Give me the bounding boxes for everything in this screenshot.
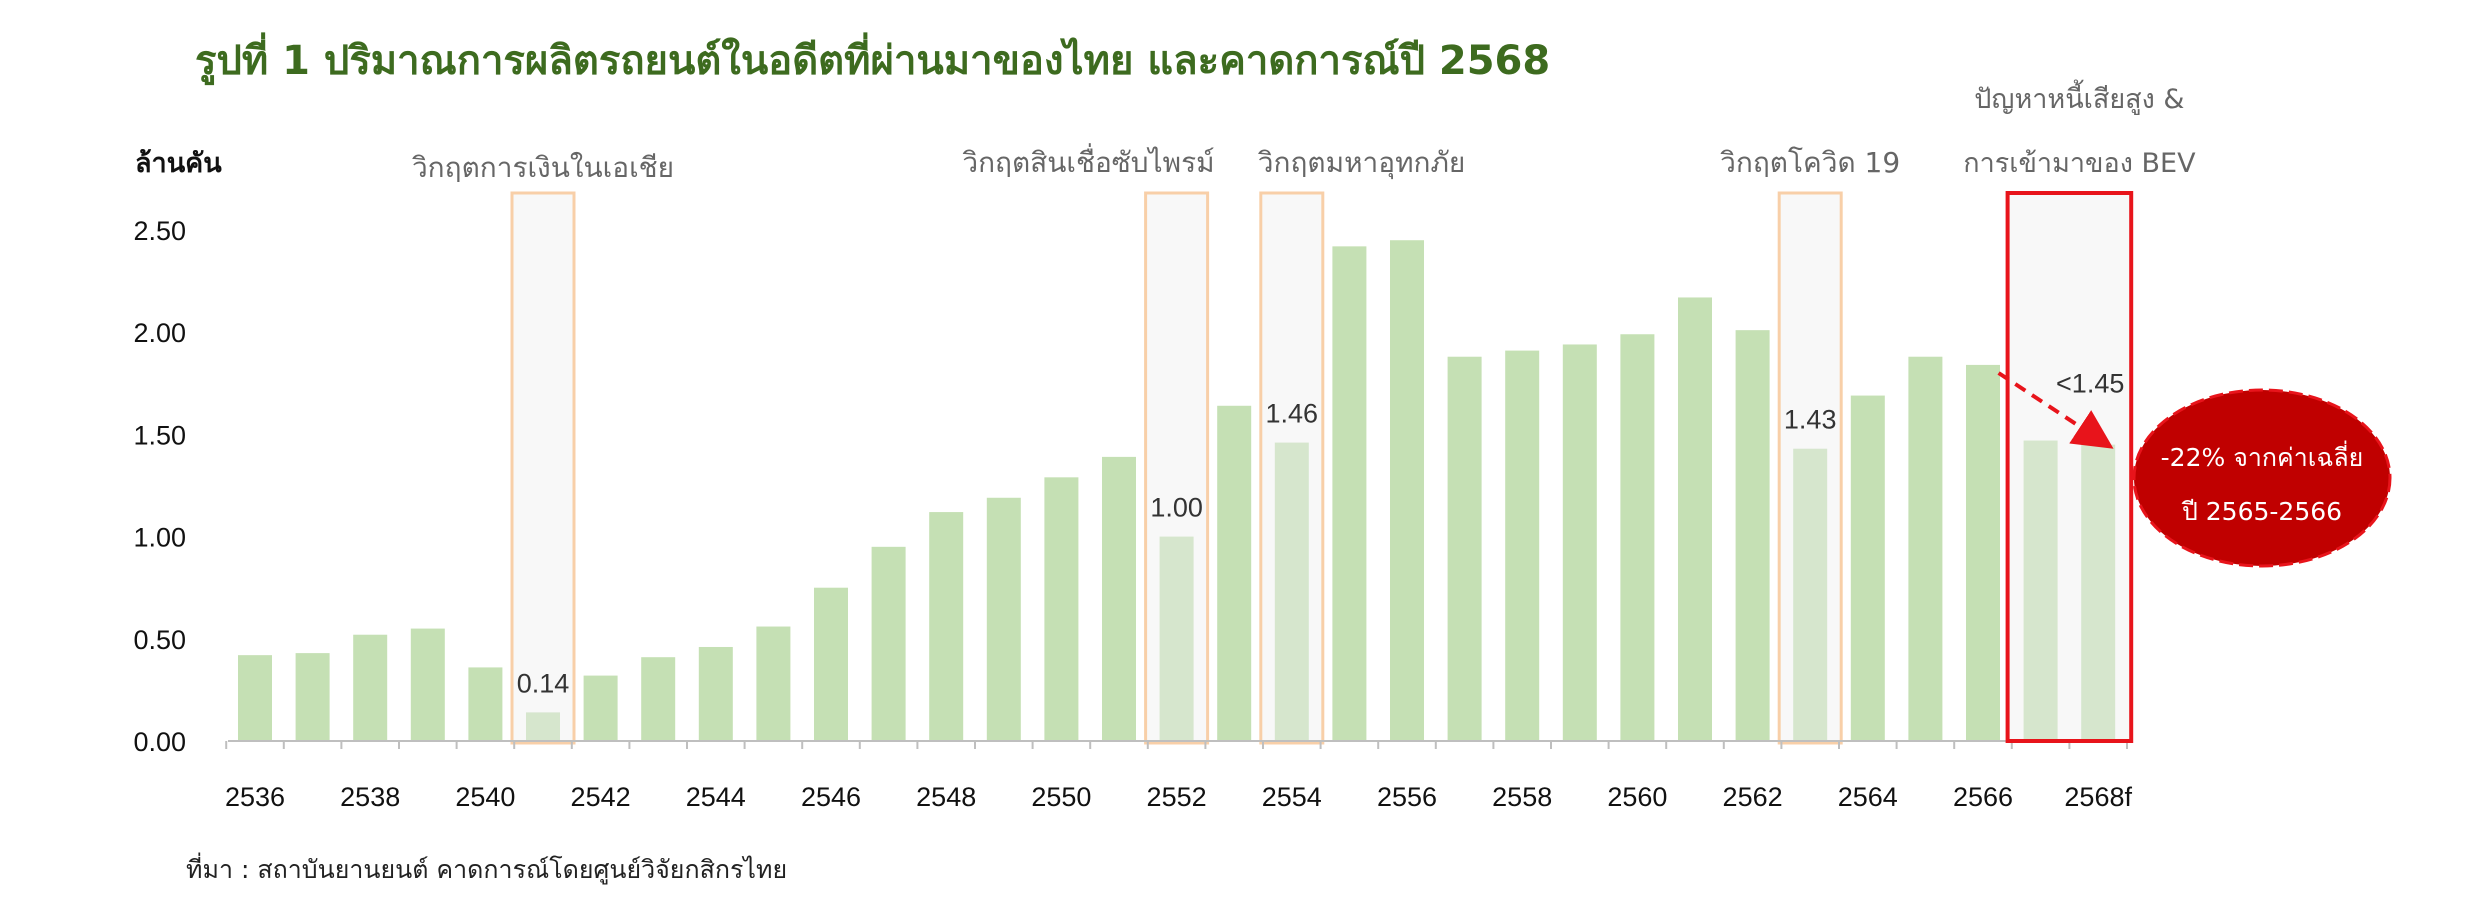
bar-2565	[1908, 356, 1943, 741]
bar-2563	[1793, 448, 1828, 741]
x-tick-label: 2554	[1262, 782, 1322, 812]
bar-2561	[1678, 297, 1712, 741]
source-note: ที่มา : สถาบันยานยนต์ คาดการณ์โดยศูนย์วิ…	[186, 852, 787, 885]
bar-2545	[756, 626, 791, 741]
y-tick-label: 2.00	[133, 318, 186, 348]
bar-2554	[1274, 442, 1309, 741]
decline-callout: -22% จากค่าเฉลี่ย ปี 2565-2566	[2132, 388, 2392, 568]
decline-arrow	[1997, 371, 2114, 449]
bar-2562	[1735, 330, 1770, 741]
crisis-label-2: วิกฤตมหาอุทกภัย	[1258, 146, 1466, 180]
crisis-box-0	[510, 191, 576, 745]
bar-2542	[583, 675, 618, 741]
x-axis: 2536 2538 2540 2542 2544 2546 2548 2550 2552 2554…	[225, 740, 2132, 812]
x-tick-label: 2552	[1147, 782, 1207, 812]
x-tick-label: 2542	[571, 782, 631, 812]
bar-2537	[295, 653, 330, 741]
x-tick-label: 2548	[916, 782, 976, 812]
bar-2564	[1850, 395, 1885, 741]
data-label-2563: 1.43	[1784, 405, 1837, 435]
bar-2547	[871, 546, 906, 741]
crisis-label-1: วิกฤตสินเชื่อซับไพรม์	[962, 143, 1215, 179]
x-tick-label: 2558	[1492, 782, 1552, 812]
bar-2559	[1562, 344, 1597, 741]
crisis-period-boxes	[510, 191, 2130, 745]
bar-2558	[1505, 350, 1540, 741]
x-tick-label: 2556	[1377, 782, 1437, 812]
bar-2567	[2023, 440, 2058, 741]
x-tick-label: 2536	[225, 782, 285, 812]
x-tick-label: 2550	[1031, 782, 1091, 812]
crisis-label-0: วิกฤตการเงินในเอเชีย	[412, 151, 674, 184]
x-tick-label: 2560	[1607, 782, 1667, 812]
x-tick-label: 2544	[686, 782, 746, 812]
bar-2568f	[2081, 444, 2116, 741]
bar-2544	[698, 646, 733, 741]
data-labels: 0.14 1.00 1.46 1.43 <1.45	[517, 369, 2125, 699]
y-axis-unit-label: ล้านคัน	[135, 148, 222, 179]
y-tick-label: 1.00	[133, 523, 186, 553]
data-label-2552: 1.00	[1150, 493, 1203, 523]
bar-2548	[929, 512, 964, 741]
x-tick-label: 2540	[455, 782, 515, 812]
x-tick-label: 2546	[801, 782, 861, 812]
bar-2541	[526, 712, 560, 741]
x-tick-label: 2564	[1838, 782, 1898, 812]
y-axis-ticks: 0.00 0.50 1.00 1.50 2.00 2.50	[133, 216, 186, 757]
highlight-label-line2: การเข้ามาของ BEV	[1963, 148, 2196, 179]
crisis-label-3: วิกฤตโควิด 19	[1720, 146, 1900, 179]
data-label-2568f: <1.45	[2056, 369, 2124, 399]
bar-2540	[468, 667, 503, 741]
bar-2549	[986, 497, 1021, 741]
y-tick-label: 2.50	[133, 216, 186, 246]
bar-2560	[1620, 334, 1655, 741]
y-tick-label: 0.00	[133, 727, 186, 757]
crisis-labels: วิกฤตการเงินในเอเชีย วิกฤตสินเชื่อซับไพรม…	[412, 143, 1901, 184]
bar-2555	[1332, 246, 1367, 742]
bar-2546	[814, 587, 848, 741]
highlight-label-line1: ปัญหาหนี้เสียสูง &	[1974, 79, 2184, 115]
chart-title: รูปที่ 1 ปริมาณการผลิตรถยนต์ในอดีตที่ผ่า…	[195, 32, 1550, 85]
bar-2538	[353, 634, 388, 741]
bar-series	[238, 240, 2116, 742]
bar-2543	[641, 657, 676, 741]
x-tick-label: 2562	[1723, 782, 1783, 812]
callout-line1: -22% จากค่าเฉลี่ย	[2161, 440, 2364, 472]
bar-2557	[1447, 356, 1482, 741]
x-tick-label: 2566	[1953, 782, 2013, 812]
data-label-2554: 1.46	[1266, 399, 1319, 429]
bar-2551	[1102, 456, 1136, 741]
highlight-box	[2005, 191, 2134, 743]
bar-2539	[410, 628, 445, 741]
bar-2536	[238, 655, 272, 741]
bar-2552	[1159, 536, 1194, 741]
callout-line2: ปี 2565-2566	[2181, 497, 2342, 526]
x-tick-label: 2568f	[2064, 782, 2132, 812]
data-label-2541: 0.14	[517, 668, 570, 698]
y-tick-label: 0.50	[133, 625, 186, 655]
bar-2556	[1390, 240, 1424, 741]
bar-2553	[1217, 405, 1252, 741]
bar-2566	[1966, 364, 2000, 741]
x-tick-label: 2538	[340, 782, 400, 812]
bar-2550	[1044, 477, 1079, 741]
callout-ellipse	[2132, 388, 2392, 568]
y-tick-label: 1.50	[133, 420, 186, 450]
